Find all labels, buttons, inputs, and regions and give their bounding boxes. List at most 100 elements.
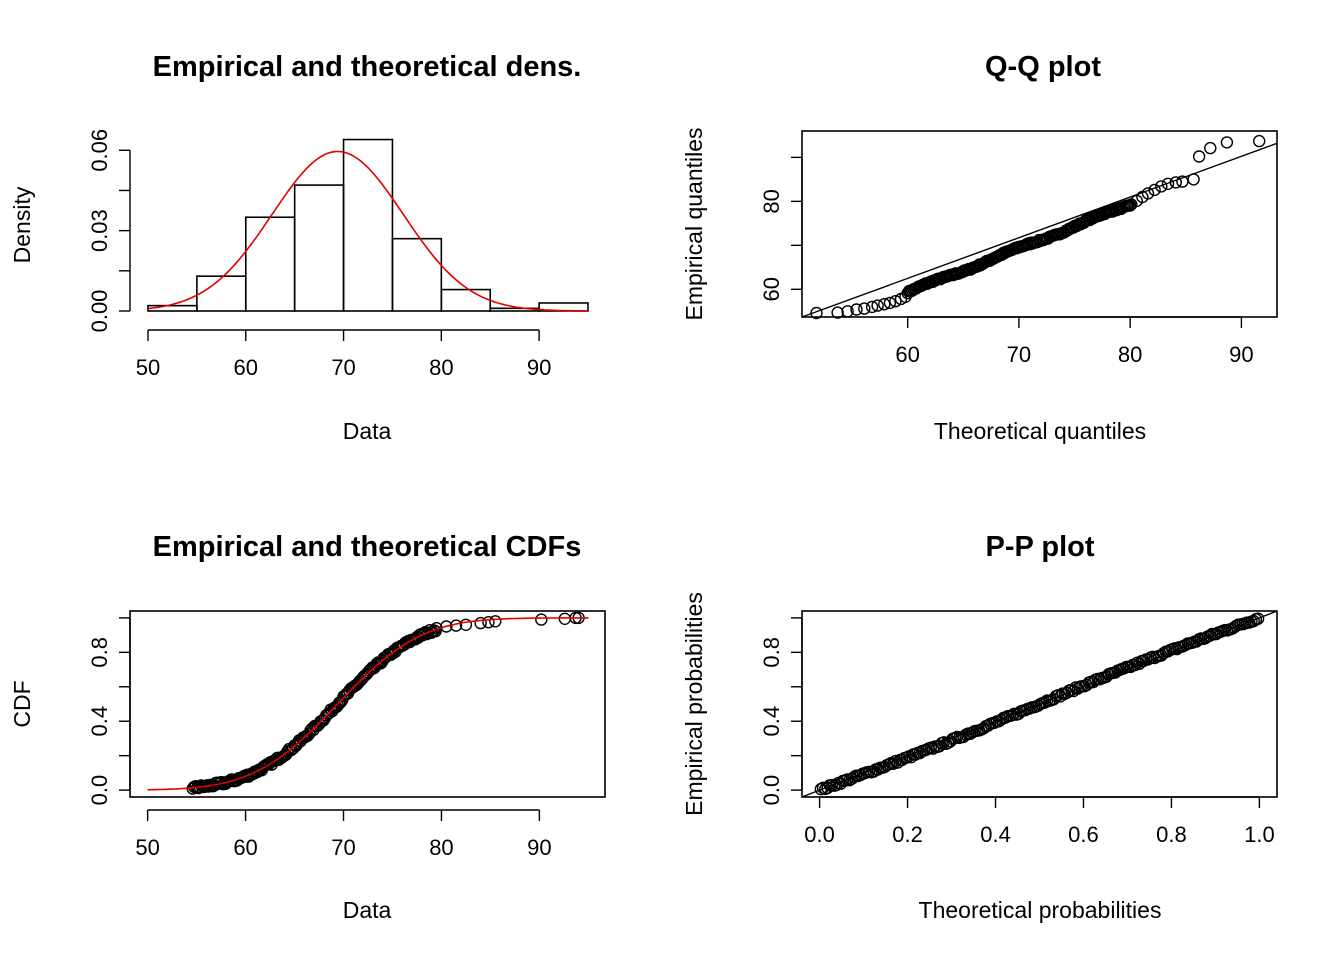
- cdf-theoretical-curve: [147, 617, 589, 791]
- qq-point: [1161, 177, 1175, 191]
- qq-panel: Q-Q plot 60 70 80 90 60 80 Theoretical quant…: [681, 51, 1278, 444]
- density-x-axis: 50 60 70 80 90: [136, 329, 551, 380]
- qq-point: [1192, 150, 1206, 163]
- qq-y-axis-tick-label: 60: [759, 277, 784, 301]
- density-histogram-bars: [147, 138, 589, 312]
- qq-point: [1123, 199, 1137, 212]
- pp-x-axis: 0.0 0.2 0.4 0.6 0.8 1.0: [804, 796, 1275, 847]
- histogram-bar: [293, 184, 345, 312]
- cdf-plot-box: [129, 610, 606, 798]
- cdf-y-axis: 0.0 0.4 0.8: [87, 617, 131, 805]
- cdf-title: Empirical and theoretical CDFs: [153, 531, 582, 563]
- qq-point: [1148, 183, 1161, 197]
- cdf-x-axis-tick-label: 90: [527, 835, 551, 860]
- cdf-point: [482, 616, 495, 629]
- qq-y-axis-tick-label: 80: [759, 189, 784, 213]
- density-x-label: Data: [343, 418, 392, 444]
- qq-x-axis-tick-label: 80: [1118, 342, 1142, 367]
- cdf-point: [558, 612, 571, 625]
- pp-x-axis-tick-label: 0.4: [980, 822, 1011, 847]
- qq-point: [1169, 176, 1183, 189]
- density-x-axis-tick-label: 70: [331, 355, 355, 380]
- qq-x-axis-tick-label: 60: [895, 342, 919, 367]
- pp-y-axis-tick-label: 0.0: [759, 775, 784, 806]
- qq-point: [889, 295, 902, 308]
- density-panel: Empirical and theoretical dens. 50 60 70 80…: [9, 51, 589, 444]
- histogram-bar: [391, 237, 443, 312]
- qq-plot-box: [801, 130, 1278, 318]
- qq-x-axis-tick-label: 70: [1007, 342, 1031, 367]
- density-y-axis-tick-label: 0.06: [87, 129, 112, 172]
- pp-point: [889, 754, 902, 768]
- pp-x-axis-tick-label: 0.0: [804, 822, 835, 847]
- pp-y-axis-tick-label: 0.8: [759, 637, 784, 668]
- cdf-y-label: CDF: [9, 680, 35, 727]
- density-x-axis-tick-label: 50: [136, 355, 160, 380]
- qq-y-label: Empirical quantiles: [681, 127, 707, 320]
- pp-x-label: Theoretical probabilities: [919, 897, 1162, 923]
- histogram-bar: [244, 216, 296, 312]
- pp-points: [814, 612, 1265, 796]
- histogram-bar: [342, 138, 394, 312]
- density-x-axis-tick-label: 90: [527, 355, 551, 380]
- pp-point: [882, 758, 896, 771]
- qq-point: [841, 305, 854, 318]
- density-x-axis-tick-label: 80: [429, 355, 453, 380]
- qq-x-axis: 60 70 80 90: [895, 316, 1254, 367]
- qq-point: [858, 302, 871, 315]
- density-y-label: Density: [9, 186, 35, 263]
- cdf-point: [334, 696, 347, 709]
- qq-point: [1220, 136, 1234, 149]
- cdf-y-axis-tick-label: 0.4: [87, 706, 112, 737]
- pp-y-axis: 0.0 0.4 0.8: [759, 617, 803, 806]
- cdf-point: [535, 613, 548, 626]
- qq-reference-line: [801, 142, 1278, 318]
- cdf-point: [459, 618, 473, 631]
- qq-points: [810, 134, 1266, 320]
- cdf-x-axis-tick-label: 80: [429, 835, 453, 860]
- cdf-panel: Empirical and theoretical CDFs 50 60 70 80 9…: [9, 531, 606, 923]
- qq-point: [810, 306, 823, 320]
- density-y-axis: 0.00 0.03 0.06: [87, 129, 131, 333]
- qq-point: [1252, 134, 1266, 148]
- density-y-axis-tick-label: 0.03: [87, 209, 112, 252]
- cdf-empirical-points: [186, 611, 585, 795]
- qq-point: [850, 303, 863, 316]
- density-title: Empirical and theoretical dens.: [153, 51, 582, 83]
- pp-title: P-P plot: [985, 531, 1094, 563]
- cdf-x-axis: 50 60 70 80 90: [135, 809, 552, 860]
- density-theoretical-curve: [147, 150, 588, 312]
- cdf-point: [474, 616, 487, 630]
- qq-x-label: Theoretical quantiles: [934, 418, 1146, 444]
- histogram-bar: [196, 275, 247, 312]
- cdf-point: [440, 620, 453, 633]
- cdf-x-axis-tick-label: 70: [331, 835, 355, 860]
- qq-point: [871, 299, 884, 312]
- cdf-point: [379, 651, 392, 664]
- qq-point: [883, 296, 897, 310]
- pp-y-axis-tick-label: 0.4: [759, 706, 784, 737]
- cdf-x-axis-tick-label: 60: [233, 835, 257, 860]
- pp-y-label: Empirical probabilities: [681, 592, 707, 816]
- pp-point: [1047, 693, 1061, 706]
- qq-point: [1204, 141, 1217, 155]
- qq-point: [831, 306, 844, 319]
- pp-x-axis-tick-label: 0.2: [892, 822, 923, 847]
- cdf-x-label: Data: [343, 897, 392, 923]
- pp-panel: P-P plot 0.0 0.2 0.4 0.6 0.8 1.0 0.0 0.4 0.8 Th…: [681, 531, 1278, 923]
- density-x-axis-tick-label: 60: [234, 355, 258, 380]
- qq-point: [865, 300, 879, 314]
- qq-point: [878, 298, 891, 311]
- qq-x-axis-tick-label: 90: [1229, 342, 1253, 367]
- density-y-axis-tick-label: 0.00: [87, 290, 112, 333]
- qq-y-axis: 60 80: [759, 156, 803, 302]
- pp-point: [1251, 612, 1265, 625]
- qq-point: [1187, 173, 1200, 186]
- pp-point: [1155, 649, 1168, 662]
- histogram-bar: [440, 288, 492, 312]
- pp-x-axis-tick-label: 1.0: [1244, 822, 1275, 847]
- cdf-y-axis-tick-label: 0.8: [87, 637, 112, 668]
- qq-point: [1155, 180, 1168, 193]
- cdf-point: [489, 615, 502, 628]
